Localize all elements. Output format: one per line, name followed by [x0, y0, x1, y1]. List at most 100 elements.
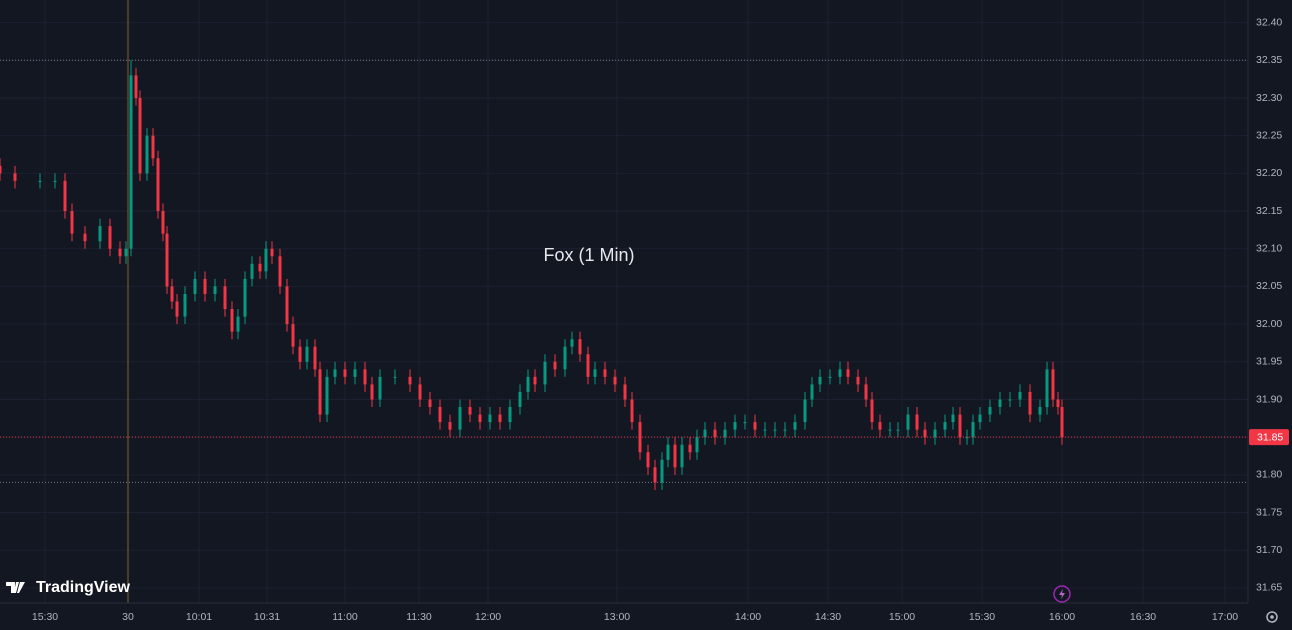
- candle-body: [318, 369, 322, 415]
- candle-body: [878, 422, 882, 430]
- x-tick-label: 17:00: [1212, 611, 1238, 623]
- candle-body: [53, 180, 57, 182]
- candle-body: [161, 211, 165, 234]
- candle-body: [83, 233, 87, 242]
- candle-body: [291, 324, 295, 347]
- candle-body: [353, 369, 357, 377]
- candle-body: [563, 346, 567, 370]
- candle-body: [278, 256, 282, 287]
- x-tick-label: 13:00: [604, 611, 630, 623]
- candle-body: [533, 376, 537, 385]
- candle-body: [818, 376, 822, 385]
- candle-body: [988, 407, 992, 415]
- y-tick-label: 32.05: [1256, 280, 1282, 292]
- candle-body: [264, 248, 268, 272]
- y-tick-label: 31.80: [1256, 469, 1282, 481]
- brand-logo: TradingView: [6, 579, 131, 596]
- candle-body: [783, 429, 787, 431]
- candle-body: [193, 278, 197, 294]
- candle-body: [923, 429, 927, 438]
- candle-body: [526, 376, 530, 392]
- axes: 31.65 31.70 31.75 31.80 31.85 31.90 31.95 32.00…: [32, 16, 1289, 623]
- candle-body: [38, 180, 42, 182]
- candle-body: [810, 384, 814, 400]
- candle-body: [803, 399, 807, 423]
- y-tick-label: 31.75: [1256, 506, 1282, 518]
- candle-body: [713, 429, 717, 438]
- candle-body: [518, 391, 522, 408]
- candle-body: [145, 135, 149, 174]
- candle-body: [1045, 369, 1049, 408]
- candle-body: [586, 354, 590, 377]
- candle-body: [438, 407, 442, 423]
- candle-body: [408, 376, 412, 385]
- candle-body: [623, 384, 627, 400]
- plot-area: [0, 0, 1248, 603]
- candle-body: [896, 429, 900, 431]
- candle-body: [660, 459, 664, 483]
- x-tick-label: 11:30: [406, 611, 432, 623]
- candle-body: [773, 429, 777, 431]
- candle-body: [223, 286, 227, 310]
- candle-body: [958, 414, 962, 438]
- candle-body: [1018, 391, 1022, 400]
- settings-icon[interactable]: [1266, 611, 1278, 623]
- candle-body: [763, 429, 767, 431]
- y-tick-label: 31.70: [1256, 544, 1282, 556]
- candle-body: [458, 407, 462, 430]
- candle-body: [325, 376, 329, 415]
- gear-center: [1270, 615, 1274, 619]
- candle-body: [998, 399, 1002, 408]
- y-tick-label: 31.90: [1256, 393, 1282, 405]
- icon-circle[interactable]: [1053, 585, 1071, 603]
- candle-body: [175, 301, 179, 317]
- candle-body: [156, 158, 160, 212]
- candle-body: [333, 369, 337, 377]
- candle-body: [488, 414, 492, 423]
- brand-name: TradingView: [36, 579, 131, 596]
- candle-body: [363, 369, 367, 385]
- candle-body: [666, 444, 670, 460]
- x-tick-label: 16:00: [1049, 611, 1075, 623]
- y-tick-label: 32.35: [1256, 54, 1282, 66]
- candle-body: [593, 369, 597, 377]
- candle-body: [13, 173, 17, 181]
- x-tick-label: 15:30: [969, 611, 995, 623]
- candle-body: [236, 316, 240, 332]
- candle-body: [298, 346, 302, 362]
- candle-body: [703, 429, 707, 438]
- y-tick-label: 32.15: [1256, 205, 1282, 217]
- candle-body: [888, 429, 892, 431]
- candle-body: [305, 346, 309, 362]
- candle-body: [743, 422, 747, 424]
- candle-body: [688, 444, 692, 453]
- replay-icon[interactable]: [1053, 585, 1071, 603]
- candle-body: [183, 293, 187, 317]
- candle-body: [828, 376, 832, 378]
- candle-body: [213, 286, 217, 294]
- icon-bolt: [1059, 589, 1065, 599]
- candle-body: [134, 75, 138, 98]
- y-tick-label: 32.00: [1256, 318, 1282, 330]
- candle-body: [124, 248, 128, 257]
- candle-body: [864, 384, 868, 400]
- candle-body: [856, 376, 860, 385]
- candle-body: [270, 248, 274, 257]
- gear[interactable]: [1266, 611, 1278, 623]
- chart-title: Fox (1 Min): [543, 245, 634, 265]
- candle-body: [151, 135, 155, 159]
- candle-body: [951, 414, 955, 423]
- candle-body: [1051, 369, 1055, 400]
- candle-body: [285, 286, 289, 325]
- candle-body: [70, 211, 74, 234]
- candle-body: [468, 407, 472, 415]
- x-tick-label: 12:00: [475, 611, 501, 623]
- candle-body: [695, 437, 699, 453]
- candle-body: [870, 399, 874, 423]
- last-price-label: 31.85: [1257, 431, 1283, 443]
- x-tick-label: 14:30: [815, 611, 841, 623]
- x-tick-label: 11:00: [332, 611, 358, 623]
- x-tick-label: 30: [122, 611, 134, 623]
- candle-body: [646, 452, 650, 468]
